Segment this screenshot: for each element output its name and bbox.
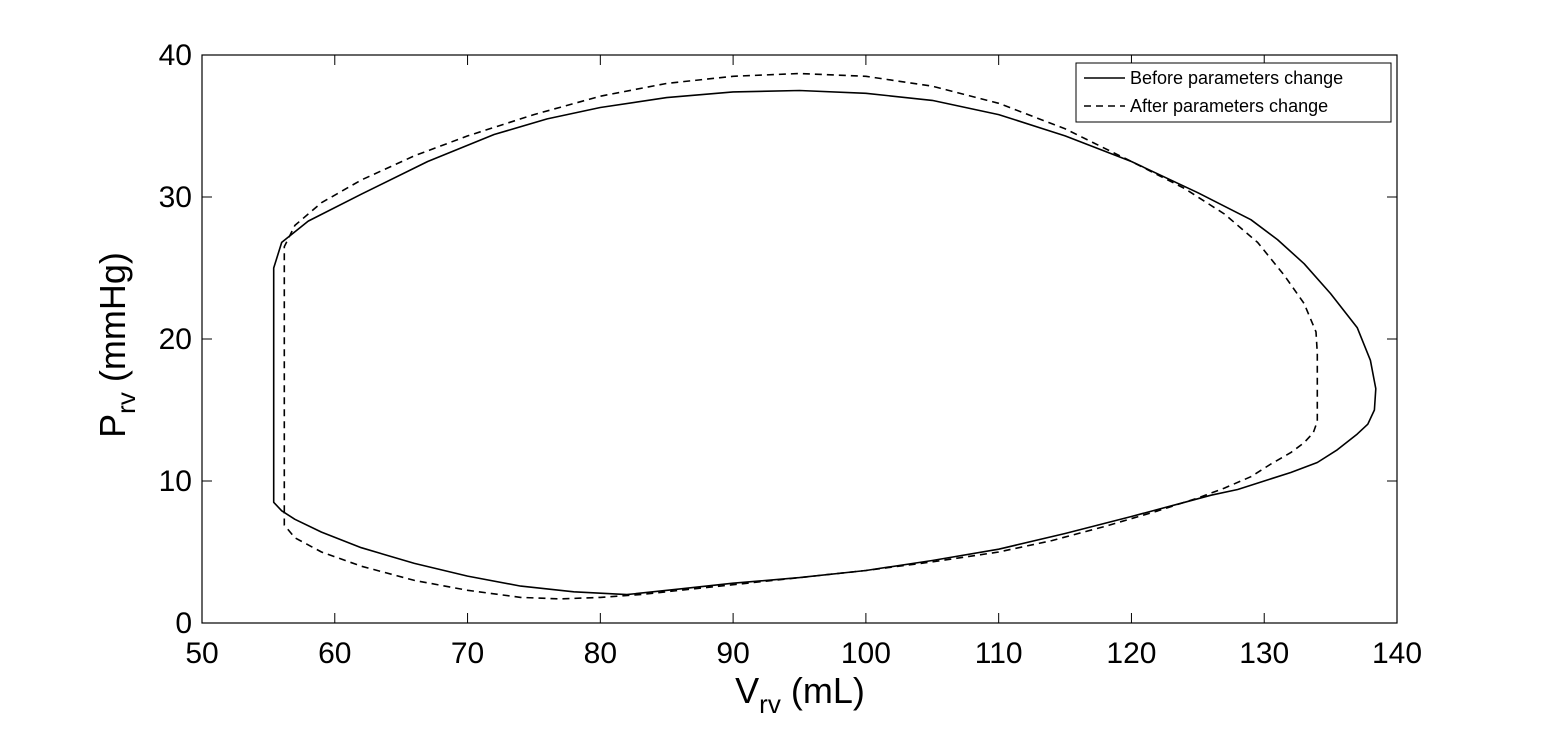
- axis-ticks: 50 60 70 80 90 100 110 120 130 140 0 10 20 30 40: [159, 39, 1422, 670]
- y-axis-label-main: P: [92, 414, 133, 438]
- x-axis-label: Vrv (mL): [735, 670, 865, 719]
- x-tick-label: 110: [975, 637, 1023, 670]
- x-axis-label-unit: (mL): [781, 670, 865, 711]
- series-line-before: [272, 89, 1377, 596]
- x-tick-label: 60: [318, 637, 351, 670]
- x-tick-label: 120: [1106, 637, 1156, 670]
- y-tick-label: 40: [159, 39, 192, 72]
- x-tick-label: 80: [584, 637, 617, 670]
- x-tick-label: 130: [1239, 637, 1289, 670]
- y-tick-label: 0: [175, 607, 192, 640]
- plot-area: [201, 54, 1398, 624]
- legend-label-before: Before parameters change: [1130, 68, 1343, 88]
- y-axis-label-unit: (mmHg): [92, 252, 133, 392]
- series-line-after: [283, 72, 1319, 600]
- legend: Before parameters change After parameter…: [1075, 62, 1392, 123]
- y-tick-label: 10: [159, 465, 192, 498]
- x-tick-label: 100: [841, 637, 891, 670]
- x-tick-label: 90: [716, 637, 749, 670]
- x-axis-label-sub: rv: [759, 689, 781, 719]
- y-tick-label: 20: [159, 323, 192, 356]
- x-axis-label-main: V: [735, 670, 759, 711]
- x-tick-label: 50: [185, 637, 218, 670]
- y-axis-label-sub: rv: [111, 392, 141, 414]
- legend-box: [1075, 62, 1392, 123]
- legend-label-after: After parameters change: [1130, 96, 1328, 116]
- series-layer: [272, 72, 1377, 600]
- y-axis-label: Prv (mmHg): [92, 252, 141, 438]
- x-tick-label: 140: [1372, 637, 1422, 670]
- x-tick-label: 70: [451, 637, 484, 670]
- y-tick-label: 30: [159, 181, 192, 214]
